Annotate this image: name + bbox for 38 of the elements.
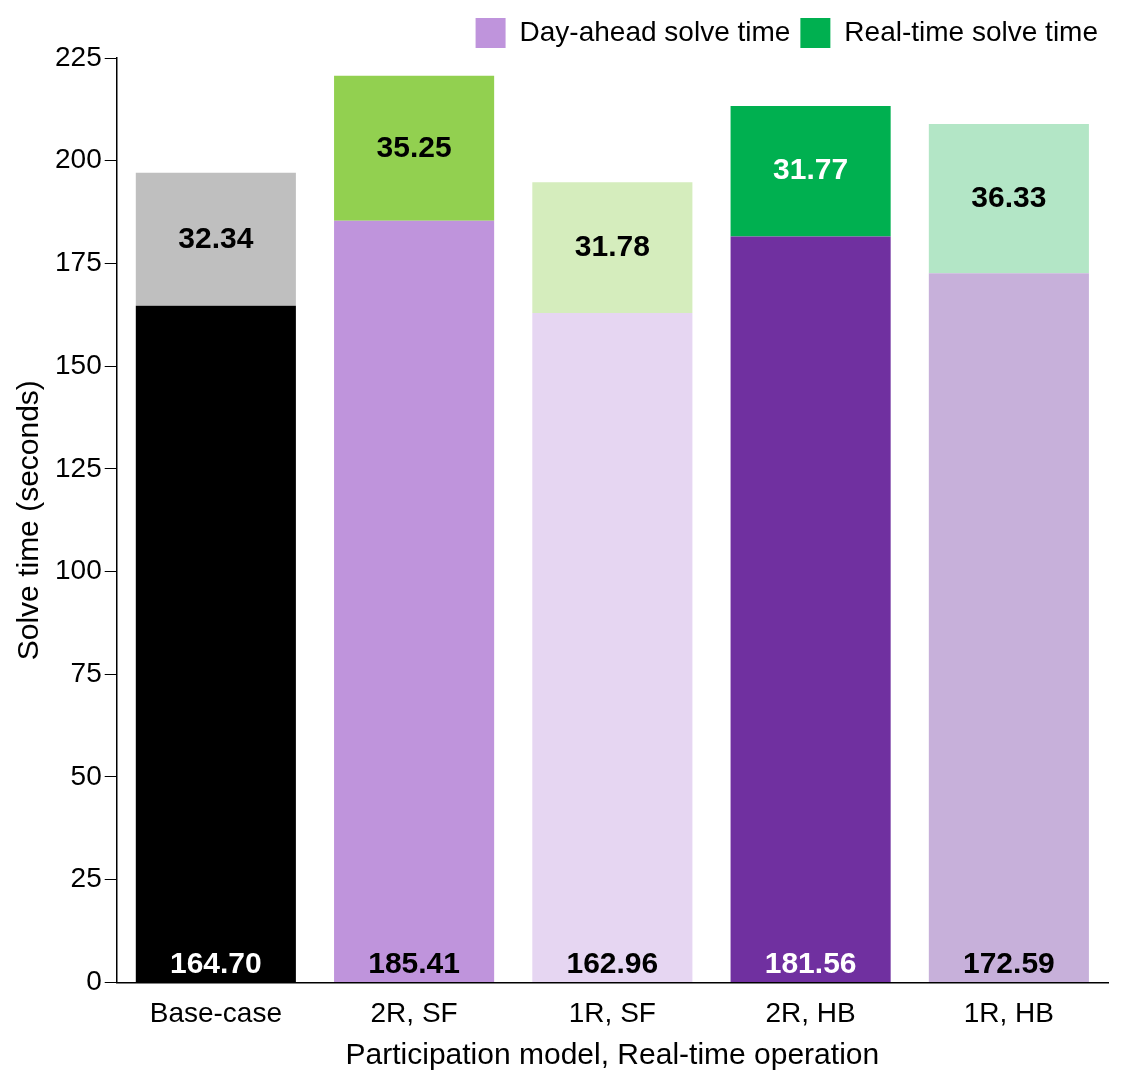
bar (532, 312, 693, 982)
y-tick-label: 200 (55, 143, 102, 175)
data-label: 31.77 (773, 152, 849, 186)
bar (730, 105, 891, 237)
x-tick-label: 2R, HB (765, 996, 856, 1028)
x-tick-label: 2R, SF (370, 996, 458, 1028)
y-axis-title: Solve time (seconds) (11, 380, 45, 661)
data-label: 32.34 (178, 220, 254, 254)
bar (928, 124, 1089, 274)
data-label: 164.70 (169, 946, 262, 980)
y-tick-label: 50 (70, 759, 102, 791)
data-label: 172.59 (962, 946, 1055, 980)
y-tick-label: 225 (55, 40, 102, 72)
y-tick-label: 150 (55, 348, 102, 380)
data-label: 36.33 (971, 179, 1047, 213)
y-tick-label: 75 (70, 656, 102, 688)
data-label: 31.78 (574, 228, 650, 262)
x-axis-title: Participation model, Real-time operation (345, 1037, 880, 1071)
data-label: 181.56 (764, 946, 857, 980)
x-tick-label: 1R, SF (568, 996, 656, 1028)
x-tick-label: 1R, HB (963, 996, 1054, 1028)
legend-label: Day-ahead solve time (519, 15, 791, 47)
bar (135, 172, 296, 306)
y-tick-label: 175 (55, 246, 102, 278)
y-tick-label: 100 (55, 554, 102, 586)
bar (532, 182, 693, 313)
x-tick-label: Base-case (149, 996, 282, 1028)
y-tick-label: 125 (55, 451, 102, 483)
bar (730, 236, 891, 982)
legend-label: Real-time solve time (844, 15, 1099, 47)
y-tick-label: 0 (86, 965, 102, 997)
data-label: 35.25 (376, 129, 452, 163)
bar (928, 273, 1089, 982)
y-tick-label: 25 (70, 862, 102, 894)
data-label: 185.41 (368, 946, 460, 980)
bar (334, 220, 495, 982)
bar (334, 75, 495, 221)
data-label: 162.96 (566, 946, 659, 980)
